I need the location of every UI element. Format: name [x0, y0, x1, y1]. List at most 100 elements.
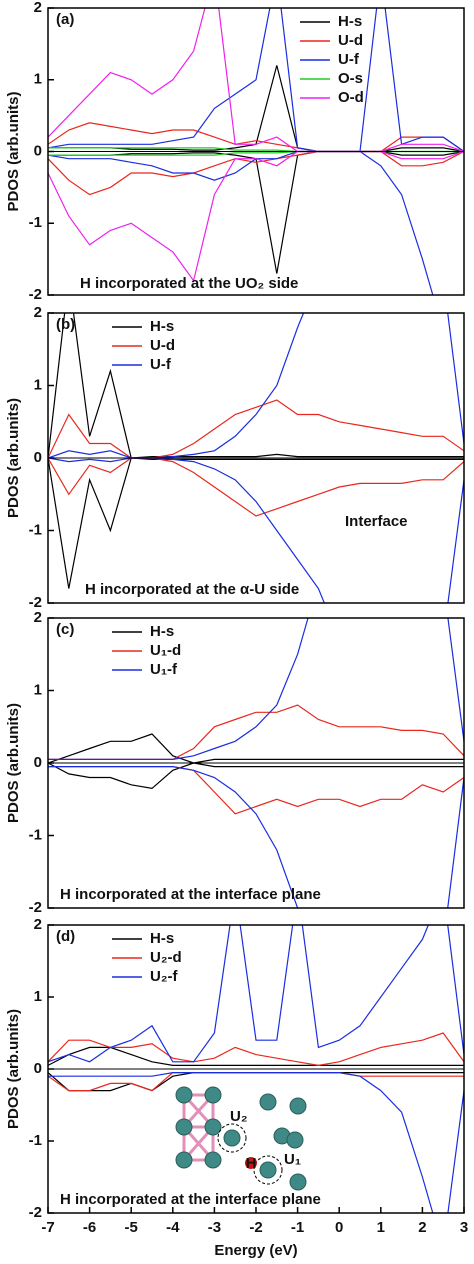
atom — [175, 1086, 193, 1104]
u-site — [217, 1123, 247, 1153]
legend-label: H-s — [150, 318, 174, 335]
pdos-line — [48, 150, 464, 283]
y-tick-label: -1 — [29, 521, 42, 538]
inset-label: H — [246, 1155, 257, 1172]
atom — [175, 1118, 193, 1136]
panel: -2 -1 0 1 2 PDOS (arb.units) (a) H-s U-d U-f O-s O-… — [5, 0, 465, 303]
y-tick-label: 1 — [34, 71, 42, 88]
pdos-line — [48, 618, 464, 760]
pdos-line — [48, 8, 464, 153]
u-site — [253, 1155, 283, 1185]
y-tick-label: 2 — [34, 304, 42, 321]
atom — [175, 1151, 193, 1169]
panel: -2 -1 0 1 2 PDOS (arb.units) (c) H-s U₁-d U₁-f H i… — [5, 609, 465, 916]
pdos-line — [48, 150, 464, 274]
legend-label: U-f — [338, 51, 360, 68]
pdos-line — [48, 313, 464, 459]
legend-label: U-d — [150, 337, 175, 354]
legend-label: U-f — [150, 356, 172, 373]
frame — [47, 312, 465, 604]
y-axis-label: PDOS (arb.units) — [5, 398, 22, 518]
panel: -2 -1 0 1 2 PDOS (arb.units) (d) H-s U₂-d U₂-f H i… — [5, 916, 468, 1259]
x-tick-label: -4 — [166, 1219, 180, 1236]
atom — [259, 1161, 277, 1179]
atom — [204, 1118, 222, 1136]
pdos-line — [48, 1072, 464, 1092]
y-tick-label: 2 — [34, 916, 42, 933]
annotation: Interface — [345, 513, 408, 530]
annotation: H incorporated at the UO₂ side — [80, 275, 298, 292]
y-axis-label: PDOS (arb.units) — [5, 703, 22, 823]
pdos-line — [48, 457, 464, 603]
pdos-line — [48, 313, 464, 459]
y-tick-label: 2 — [34, 0, 42, 16]
plot-area — [48, 925, 464, 1213]
pdos-line — [48, 766, 464, 815]
annotation: H incorporated at the interface plane — [60, 1191, 321, 1208]
pdos-line — [48, 1072, 464, 1092]
y-tick-label: -1 — [29, 214, 42, 231]
panel: -2 -1 0 1 2 PDOS (arb.units) (b) H-s U-d U-f H inc… — [5, 304, 465, 611]
atom — [289, 1173, 307, 1191]
x-tick-label: 1 — [377, 1219, 385, 1236]
y-tick-label: 2 — [34, 609, 42, 626]
y-axis-label: PDOS (arb.units) — [5, 91, 22, 211]
panel-label: (b) — [56, 316, 75, 333]
y-tick-label: -2 — [29, 286, 42, 303]
pdos-line — [48, 766, 464, 908]
y-tick-label: 0 — [34, 1060, 42, 1077]
x-tick-label: 2 — [418, 1219, 426, 1236]
pdos-line — [48, 733, 464, 764]
y-tick-label: 0 — [34, 142, 42, 159]
panel-label: (d) — [56, 928, 75, 945]
y-tick-label: -2 — [29, 594, 42, 611]
inset-label: U₂ — [230, 1108, 248, 1125]
x-tick-label: -5 — [125, 1219, 138, 1236]
pdos-line — [48, 1032, 464, 1067]
pdos-line — [48, 1072, 464, 1213]
pdos-line — [48, 457, 464, 589]
y-tick-label: 0 — [34, 449, 42, 466]
annotation: H incorporated at the α-U side — [85, 581, 299, 598]
legend-label: U₁-f — [150, 661, 178, 678]
legend-label: U₂-d — [150, 949, 182, 966]
x-tick-label: -7 — [41, 1219, 54, 1236]
legend-label: U₁-d — [150, 642, 181, 659]
pdos-line — [48, 762, 464, 790]
x-tick-label: 3 — [460, 1219, 468, 1236]
frame — [47, 7, 465, 296]
pdos-line — [48, 925, 464, 1063]
panel-label: (a) — [56, 11, 74, 28]
inset-label: U₁ — [284, 1151, 301, 1168]
legend-label: U-d — [338, 32, 363, 49]
y-tick-label: -2 — [29, 899, 42, 916]
atom — [289, 1097, 307, 1115]
annotation: H incorporated at the interface plane — [60, 886, 321, 903]
atom — [223, 1129, 241, 1147]
panel-label: (c) — [56, 621, 74, 638]
atom — [286, 1131, 304, 1149]
pdos-line — [48, 457, 464, 517]
h-atom — [245, 1157, 257, 1169]
y-tick-label: 1 — [34, 988, 42, 1005]
pdos-line — [48, 8, 464, 153]
legend-label: O-d — [338, 89, 364, 106]
y-tick-label: -1 — [29, 1132, 42, 1149]
legend-label: U₂-f — [150, 968, 178, 985]
y-axis-label: PDOS (arb.units) — [5, 1009, 22, 1129]
plot-area — [48, 313, 464, 603]
x-tick-label: -3 — [208, 1219, 221, 1236]
atom — [204, 1086, 222, 1104]
pdos-line — [48, 122, 464, 153]
frame — [47, 617, 465, 909]
x-tick-label: 0 — [335, 1219, 343, 1236]
pdos-line — [48, 399, 464, 459]
legend-label: H-s — [150, 930, 174, 947]
x-tick-label: -1 — [291, 1219, 304, 1236]
atom — [204, 1151, 222, 1169]
pdos-line — [48, 1046, 464, 1066]
x-tick-label: -6 — [83, 1219, 96, 1236]
y-tick-label: 1 — [34, 681, 42, 698]
y-tick-label: -2 — [29, 1204, 42, 1221]
